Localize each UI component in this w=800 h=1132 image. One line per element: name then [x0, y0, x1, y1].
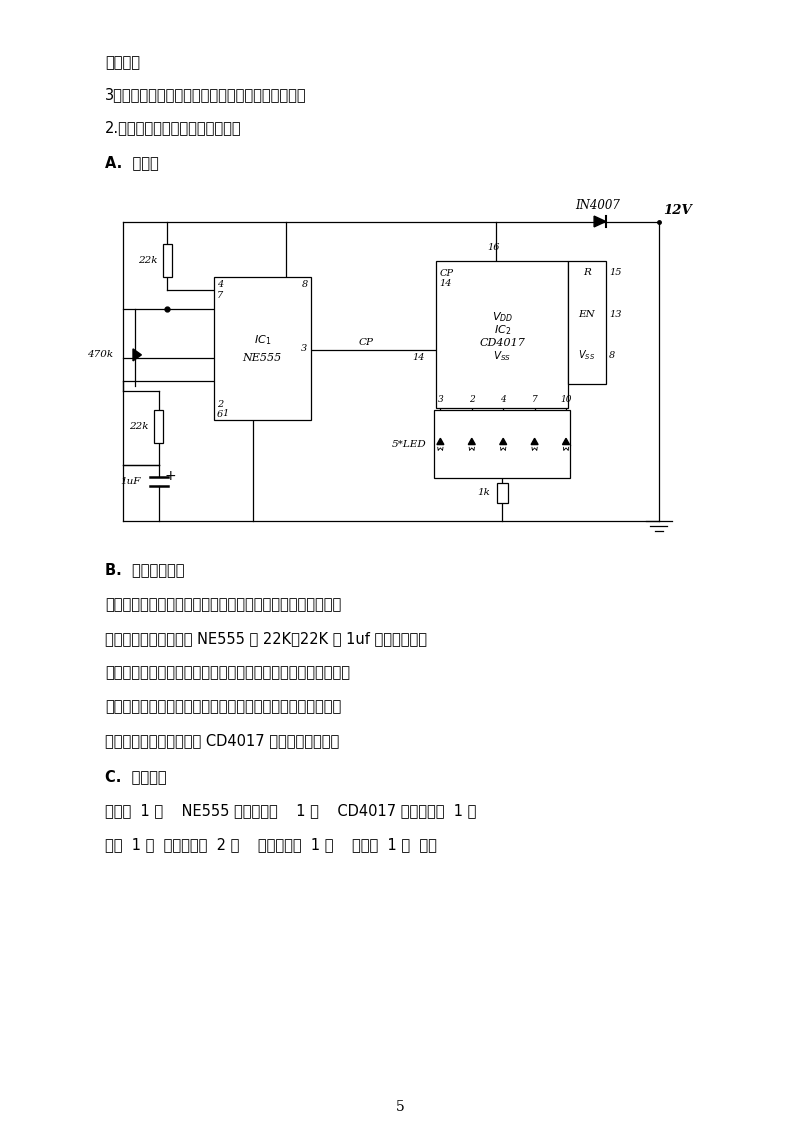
Text: B.  电路工作原理: B. 电路工作原理 [105, 561, 185, 577]
Text: C.  所需器件: C. 所需器件 [105, 769, 166, 784]
Text: 15: 15 [609, 268, 622, 277]
Text: 2: 2 [217, 400, 223, 409]
Text: 14: 14 [439, 278, 452, 288]
Text: 2.第二个基础实践内容（流水灯）: 2.第二个基础实践内容（流水灯） [105, 120, 242, 135]
Bar [497, 483, 508, 503]
Text: EN: EN [578, 309, 595, 318]
Text: 5: 5 [396, 1100, 404, 1114]
Text: 3）检查是否有焺接上，是否牛固，确保没有松动。: 3）检查是否有焺接上，是否牛固，确保没有松动。 [105, 87, 306, 102]
Text: 470k: 470k [87, 351, 113, 359]
Polygon shape [594, 216, 606, 226]
Text: 灯光的流动速度可以通过电位器进行调节。灯光流动控制器由: 灯光的流动速度可以通过电位器进行调节。灯光流动控制器由 [105, 698, 342, 714]
Text: 14: 14 [412, 353, 425, 362]
Text: CP: CP [439, 268, 454, 277]
Polygon shape [133, 349, 142, 361]
Text: 12V: 12V [662, 204, 691, 216]
Text: 选用的脉冲发生器是由 NE555 与 22K、22K 及 1uf 电容组成的多: 选用的脉冲发生器是由 NE555 与 22K、22K 及 1uf 电容组成的多 [105, 631, 427, 646]
Text: 22k: 22k [129, 422, 149, 431]
Polygon shape [468, 438, 475, 445]
Text: 5*LED: 5*LED [392, 439, 426, 448]
Text: $V_{DD}$: $V_{DD}$ [491, 310, 513, 325]
Text: 22k: 22k [138, 256, 158, 265]
Bar [436, 260, 568, 409]
Text: 2: 2 [469, 395, 474, 404]
Bar [162, 245, 172, 276]
Polygon shape [531, 438, 538, 445]
Text: $V_{SS}$: $V_{SS}$ [493, 350, 511, 363]
Text: 8: 8 [302, 280, 308, 289]
Text: 8: 8 [609, 351, 615, 360]
Text: $IC_2$: $IC_2$ [494, 324, 510, 337]
Text: CP: CP [358, 337, 374, 346]
Text: IN4007: IN4007 [576, 199, 621, 212]
Bar [154, 410, 163, 443]
Text: 原理电路图是由振荡电路、译码电路和光源电路三部分组成。: 原理电路图是由振荡电路、译码电路和光源电路三部分组成。 [105, 597, 342, 612]
Text: 电烙鐵。: 电烙鐵。 [105, 55, 140, 70]
Text: $V_{SS}$: $V_{SS}$ [578, 349, 595, 362]
Text: 1uF: 1uF [120, 477, 141, 486]
Text: 电容  1 个  大阵值电阵  2 个    小阵值电阵  1 个    二极管  1 个  发光: 电容 1 个 大阵值电阵 2 个 小阵值电阵 1 个 二极管 1 个 发光 [105, 837, 437, 852]
Text: 4: 4 [500, 395, 506, 404]
Text: 10: 10 [560, 395, 572, 404]
Text: 6: 6 [217, 410, 223, 419]
Text: A.  电路图: A. 电路图 [105, 155, 158, 170]
Text: R: R [583, 268, 591, 277]
Polygon shape [500, 438, 506, 445]
Text: 13: 13 [609, 309, 622, 318]
Text: 3: 3 [438, 395, 443, 404]
Text: NE555: NE555 [242, 353, 282, 363]
Polygon shape [437, 438, 444, 445]
Text: 7: 7 [217, 291, 223, 300]
Bar [434, 410, 570, 478]
Text: 1: 1 [222, 409, 228, 418]
Text: 4: 4 [217, 280, 223, 289]
Polygon shape [562, 438, 570, 445]
Bar [568, 260, 606, 384]
Text: 电路板  1 个    NE555 芯片及插槽    1 个    CD4017 芯片及插槽  1 个: 电路板 1 个 NE555 芯片及插槽 1 个 CD4017 芯片及插槽 1 个 [105, 803, 476, 818]
Bar [214, 276, 310, 420]
Text: 1k: 1k [478, 488, 490, 497]
Text: 3: 3 [302, 344, 308, 353]
Text: 16: 16 [487, 243, 500, 252]
Text: +: + [165, 469, 176, 482]
Text: 7: 7 [532, 395, 538, 404]
Text: 谐振荡器组成。主要是为灯光流动控制器提供流动控制的脉冲，: 谐振荡器组成。主要是为灯光流动控制器提供流动控制的脉冲， [105, 664, 350, 680]
Text: 一个十进制数脉冲分配器 CD4017 和若干电阵组成。: 一个十进制数脉冲分配器 CD4017 和若干电阵组成。 [105, 734, 339, 748]
Text: CD4017: CD4017 [479, 338, 525, 349]
Text: $IC_1$: $IC_1$ [254, 333, 271, 348]
